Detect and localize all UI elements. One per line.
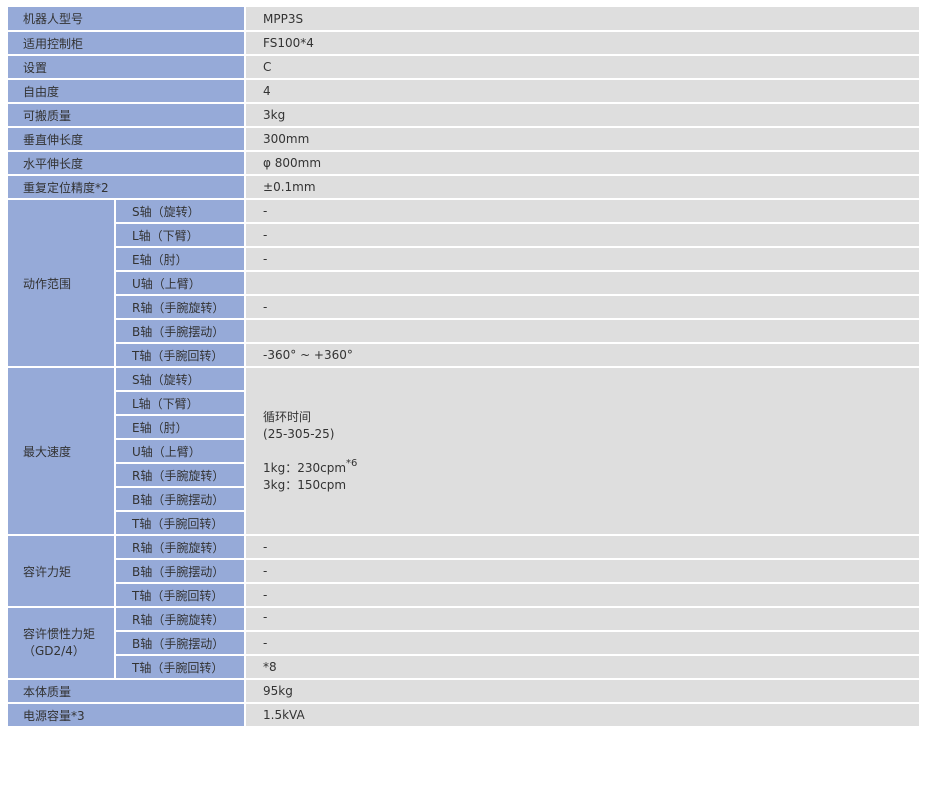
spec-row: B轴（手腕摆动） -	[8, 631, 920, 656]
spec-row: 机器人型号 MPP3S	[8, 7, 920, 32]
spec-label: 适用控制柜	[8, 31, 247, 56]
spec-row: 水平伸长度 φ 800mm	[8, 151, 920, 176]
axis-value: -	[245, 535, 920, 560]
axis-label: T轴（手腕回转）	[115, 343, 247, 368]
spec-row: L轴（下臂）	[8, 391, 919, 416]
axis-value	[245, 319, 920, 344]
axis-label: T轴（手腕回转）	[115, 655, 247, 680]
spec-value: 3kg	[245, 103, 920, 128]
spec-row: T轴（手腕回转） -360° ~ +360°	[8, 343, 920, 368]
spec-label: 自由度	[8, 79, 247, 104]
spec-row: U轴（上臂）	[8, 439, 919, 464]
spec-row: B轴（手腕摆动） -	[8, 559, 920, 584]
spec-row: T轴（手腕回转） *8	[8, 655, 920, 680]
spec-row: 容许惯性力矩 （GD2/4） R轴（手腕旋转） -	[8, 607, 920, 680]
spec-label: 垂直伸长度	[8, 127, 247, 152]
axis-label: T轴（手腕回转）	[115, 583, 247, 608]
axis-value: -	[245, 247, 920, 272]
axis-label: S轴（旋转）	[115, 199, 247, 224]
group-label-motion-range: 动作范围	[8, 199, 116, 368]
axis-label: T轴（手腕回转）	[115, 511, 247, 536]
axis-label: R轴（手腕旋转）	[115, 607, 247, 632]
spec-row: 电源容量*3 1.5kVA	[8, 703, 920, 728]
spec-label: 电源容量*3	[8, 703, 247, 728]
spec-label: 重复定位精度*2	[8, 175, 247, 200]
spec-row: E轴（肘） -	[8, 247, 920, 272]
axis-label: L轴（下臂）	[115, 391, 247, 416]
cycle-time-label: 循环时间	[263, 409, 312, 424]
spec-value: 95kg	[245, 679, 920, 704]
spec-label: 机器人型号	[8, 7, 247, 32]
spec-row: 本体质量 95kg	[8, 679, 920, 704]
spec-value: 300mm	[245, 127, 920, 152]
spec-row: 垂直伸长度 300mm	[8, 127, 920, 152]
axis-label: U轴（上臂）	[115, 271, 247, 296]
spec-row: E轴（肘）	[8, 415, 919, 440]
spec-row: 设置 C	[8, 55, 920, 80]
spec-row: B轴（手腕摆动）	[8, 487, 919, 512]
spec-value: 4	[245, 79, 920, 104]
cycle-1kg: 1kg：230cpm*6	[263, 457, 358, 475]
axis-value: -	[245, 223, 920, 248]
axis-label: R轴（手腕旋转）	[115, 295, 247, 320]
axis-value: -	[245, 631, 920, 656]
spec-row: R轴（手腕旋转） -	[8, 295, 920, 320]
spec-row: T轴（手腕回转） -	[8, 583, 920, 608]
spec-row: 重复定位精度*2 ±0.1mm	[8, 175, 920, 200]
spec-row: 适用控制柜 FS100*4	[8, 31, 920, 56]
group-label-allow-torque: 容许力矩	[8, 535, 116, 608]
spec-value: ±0.1mm	[245, 175, 920, 200]
spec-row: 自由度 4	[8, 79, 920, 104]
spec-label: 本体质量	[8, 679, 247, 704]
spec-row: L轴（下臂） -	[8, 223, 920, 248]
axis-label: B轴（手腕摆动）	[115, 631, 247, 656]
max-speed-value: 循环时间 (25-305-25) 1kg：230cpm*6 3kg：150cpm	[245, 367, 920, 536]
axis-label: B轴（手腕摆动）	[115, 319, 247, 344]
spec-value: φ 800mm	[245, 151, 920, 176]
spec-label: 水平伸长度	[8, 151, 247, 176]
spec-value: MPP3S	[245, 7, 920, 32]
spec-label: 设置	[8, 55, 247, 80]
axis-label: L轴（下臂）	[115, 223, 247, 248]
axis-value: -	[245, 559, 920, 584]
axis-value	[245, 271, 920, 296]
group-label-max-speed: 最大速度	[8, 367, 116, 536]
cycle-3kg: 3kg：150cpm	[263, 477, 347, 492]
footnote-mark: *6	[346, 457, 358, 469]
axis-label: E轴（肘）	[115, 415, 247, 440]
spec-value: 1.5kVA	[245, 703, 920, 728]
axis-label: B轴（手腕摆动）	[115, 487, 247, 512]
spec-label: 可搬质量	[8, 103, 247, 128]
axis-label: E轴（肘）	[115, 247, 247, 272]
spec-row: 容许力矩 R轴（手腕旋转） -	[8, 535, 920, 608]
axis-label: S轴（旋转）	[115, 367, 247, 392]
axis-value: -	[245, 607, 920, 632]
axis-value: -	[245, 295, 920, 320]
spec-row: B轴（手腕摆动）	[8, 319, 920, 344]
spec-row: 最大速度 S轴（旋转） 循环时间 (25-305-25) 1kg：230cpm*…	[8, 367, 920, 536]
axis-label: U轴（上臂）	[115, 439, 247, 464]
spec-table: 机器人型号 MPP3S 适用控制柜 FS100*4 设置 C 自由度 4 可搬质…	[8, 7, 920, 728]
cycle-pattern: (25-305-25)	[263, 426, 335, 441]
axis-value: -	[245, 199, 920, 224]
spec-row: T轴（手腕回转）	[8, 511, 919, 536]
axis-value: -360° ~ +360°	[245, 343, 920, 368]
spec-row: 可搬质量 3kg	[8, 103, 920, 128]
axis-value: -	[245, 583, 920, 608]
axis-label: R轴（手腕旋转）	[115, 463, 247, 488]
spec-value: FS100*4	[245, 31, 920, 56]
axis-label: B轴（手腕摆动）	[115, 559, 247, 584]
axis-label: R轴（手腕旋转）	[115, 535, 247, 560]
spec-row: U轴（上臂）	[8, 271, 920, 296]
group-label-allow-inertia: 容许惯性力矩 （GD2/4）	[8, 607, 116, 680]
axis-value: *8	[245, 655, 920, 680]
spec-value: C	[245, 55, 920, 80]
spec-row: 动作范围 S轴（旋转） -	[8, 199, 920, 368]
spec-row: R轴（手腕旋转）	[8, 463, 919, 488]
